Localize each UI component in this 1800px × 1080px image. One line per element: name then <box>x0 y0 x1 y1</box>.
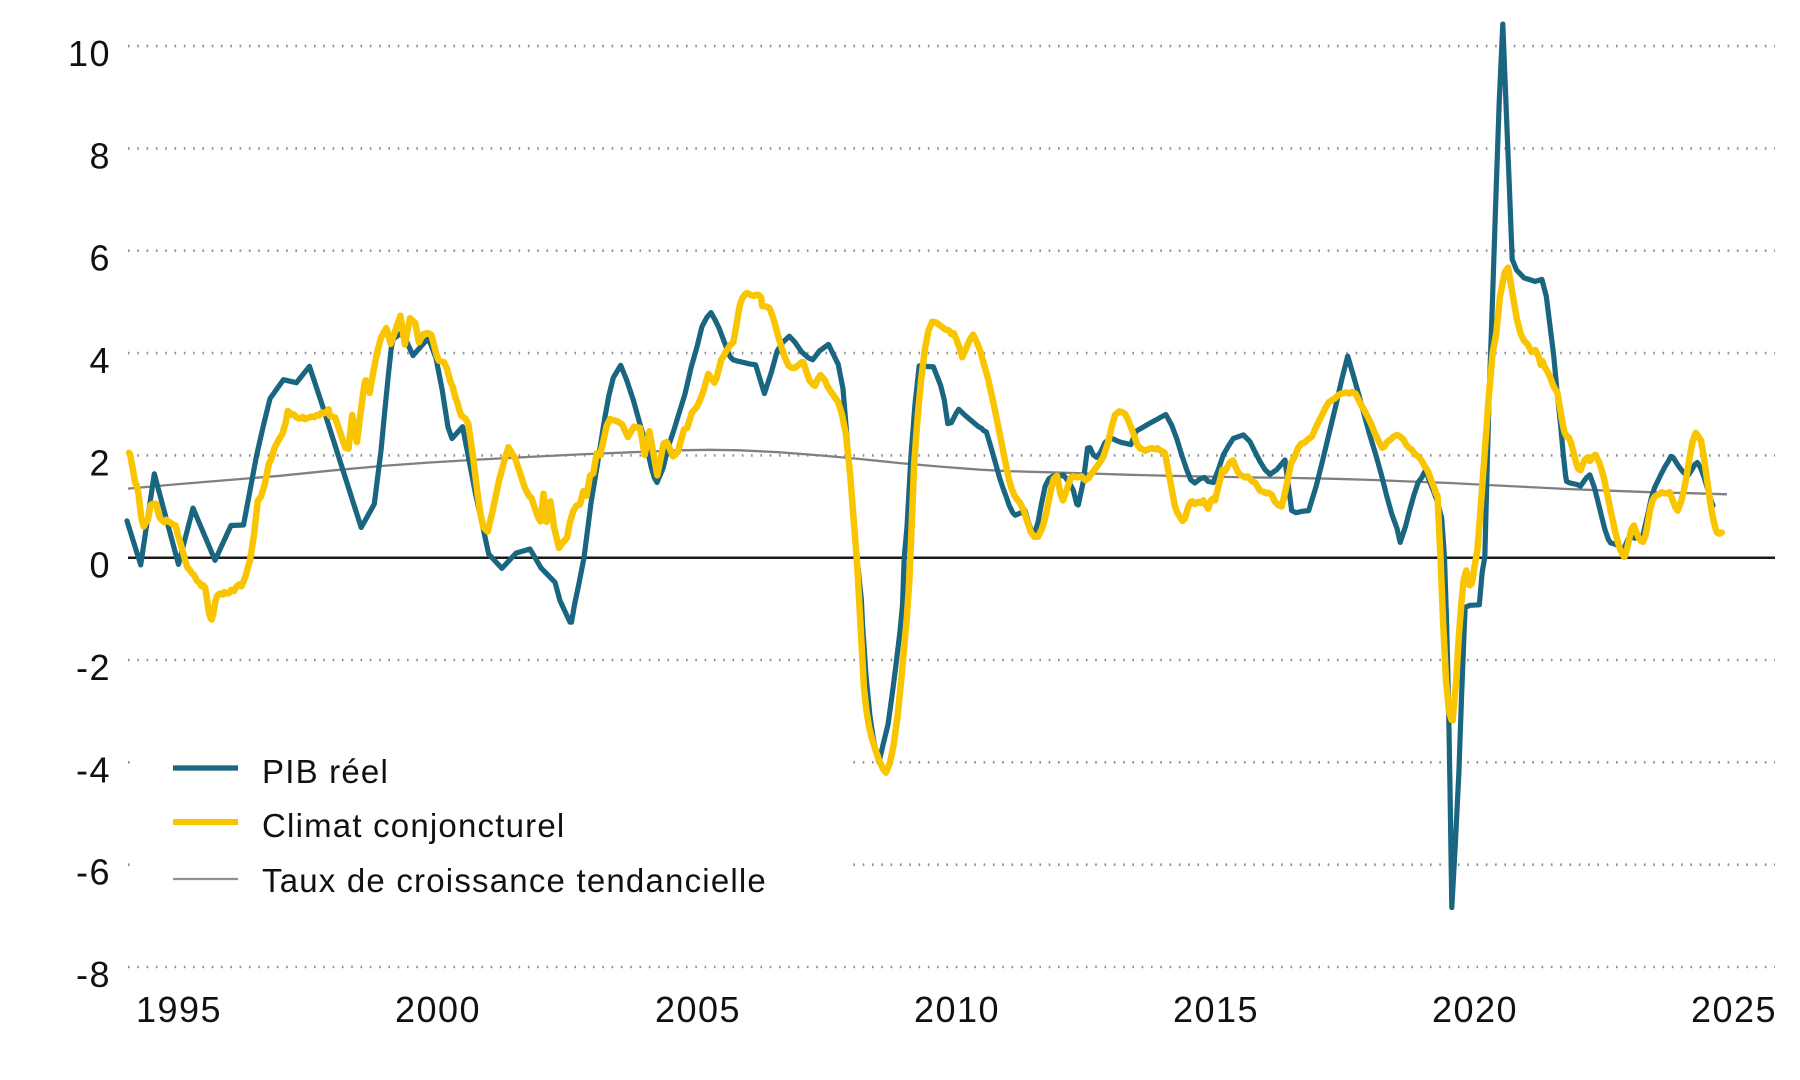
svg-text:-2: -2 <box>76 647 111 688</box>
svg-text:2025: 2025 <box>1691 989 1777 1030</box>
svg-text:2: 2 <box>89 442 111 483</box>
svg-text:2005: 2005 <box>655 989 741 1030</box>
svg-text:10: 10 <box>68 33 111 74</box>
svg-text:0: 0 <box>89 545 111 586</box>
svg-text:-6: -6 <box>76 852 111 893</box>
svg-text:2020: 2020 <box>1432 989 1518 1030</box>
svg-text:1995: 1995 <box>136 989 222 1030</box>
svg-text:2015: 2015 <box>1173 989 1259 1030</box>
svg-text:Climat conjoncturel: Climat conjoncturel <box>262 807 565 844</box>
svg-text:8: 8 <box>89 135 111 176</box>
svg-text:-4: -4 <box>76 749 111 790</box>
svg-text:4: 4 <box>89 340 111 381</box>
svg-text:-8: -8 <box>76 954 111 995</box>
svg-text:2010: 2010 <box>914 989 1000 1030</box>
svg-text:6: 6 <box>89 238 111 279</box>
svg-text:Taux de croissance tendanciell: Taux de croissance tendancielle <box>262 862 767 899</box>
svg-text:2000: 2000 <box>395 989 481 1030</box>
svg-text:PIB réel: PIB réel <box>262 753 389 790</box>
